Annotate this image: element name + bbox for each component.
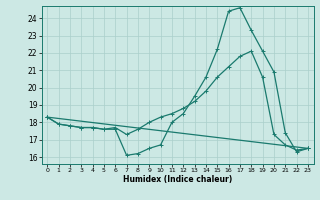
X-axis label: Humidex (Indice chaleur): Humidex (Indice chaleur) bbox=[123, 175, 232, 184]
